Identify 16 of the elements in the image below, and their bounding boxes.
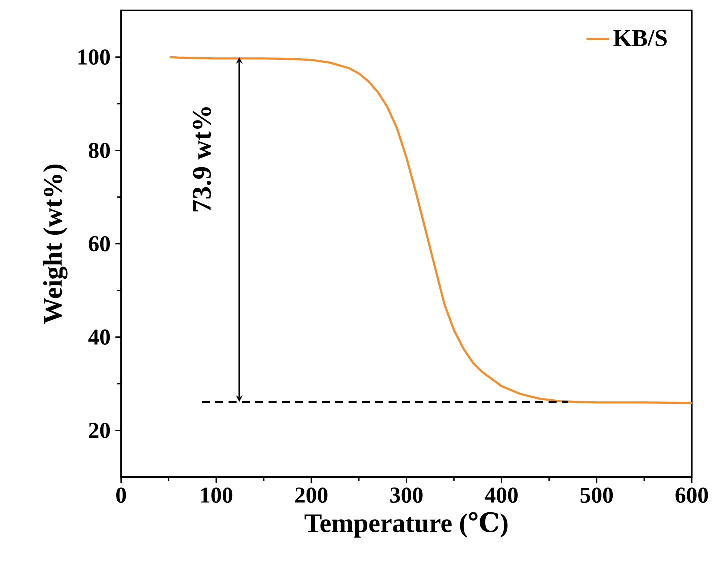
- y-tick-label: 20: [89, 423, 110, 438]
- x-tick-label: 500: [580, 488, 614, 504]
- y-axis-title: Weight (wt%): [43, 164, 68, 324]
- x-tick-label: 200: [296, 488, 328, 504]
- annotation: 73.9 wt%: [193, 108, 212, 212]
- y-tick-label: 100: [78, 50, 110, 65]
- y-tick-label: 40: [88, 330, 110, 345]
- x-axis-title: Temperature (℃): [304, 512, 508, 538]
- x-tick-label: 600: [676, 488, 708, 504]
- x-tick-label: 0: [116, 488, 126, 504]
- legend-label: KB/S: [614, 30, 667, 46]
- x-tick-label: 300: [390, 488, 423, 504]
- x-tick-label: 400: [485, 488, 518, 504]
- y-tick-label: 80: [89, 143, 110, 158]
- x-tick-label: 100: [201, 488, 233, 504]
- y-tick-label: 60: [89, 236, 110, 252]
